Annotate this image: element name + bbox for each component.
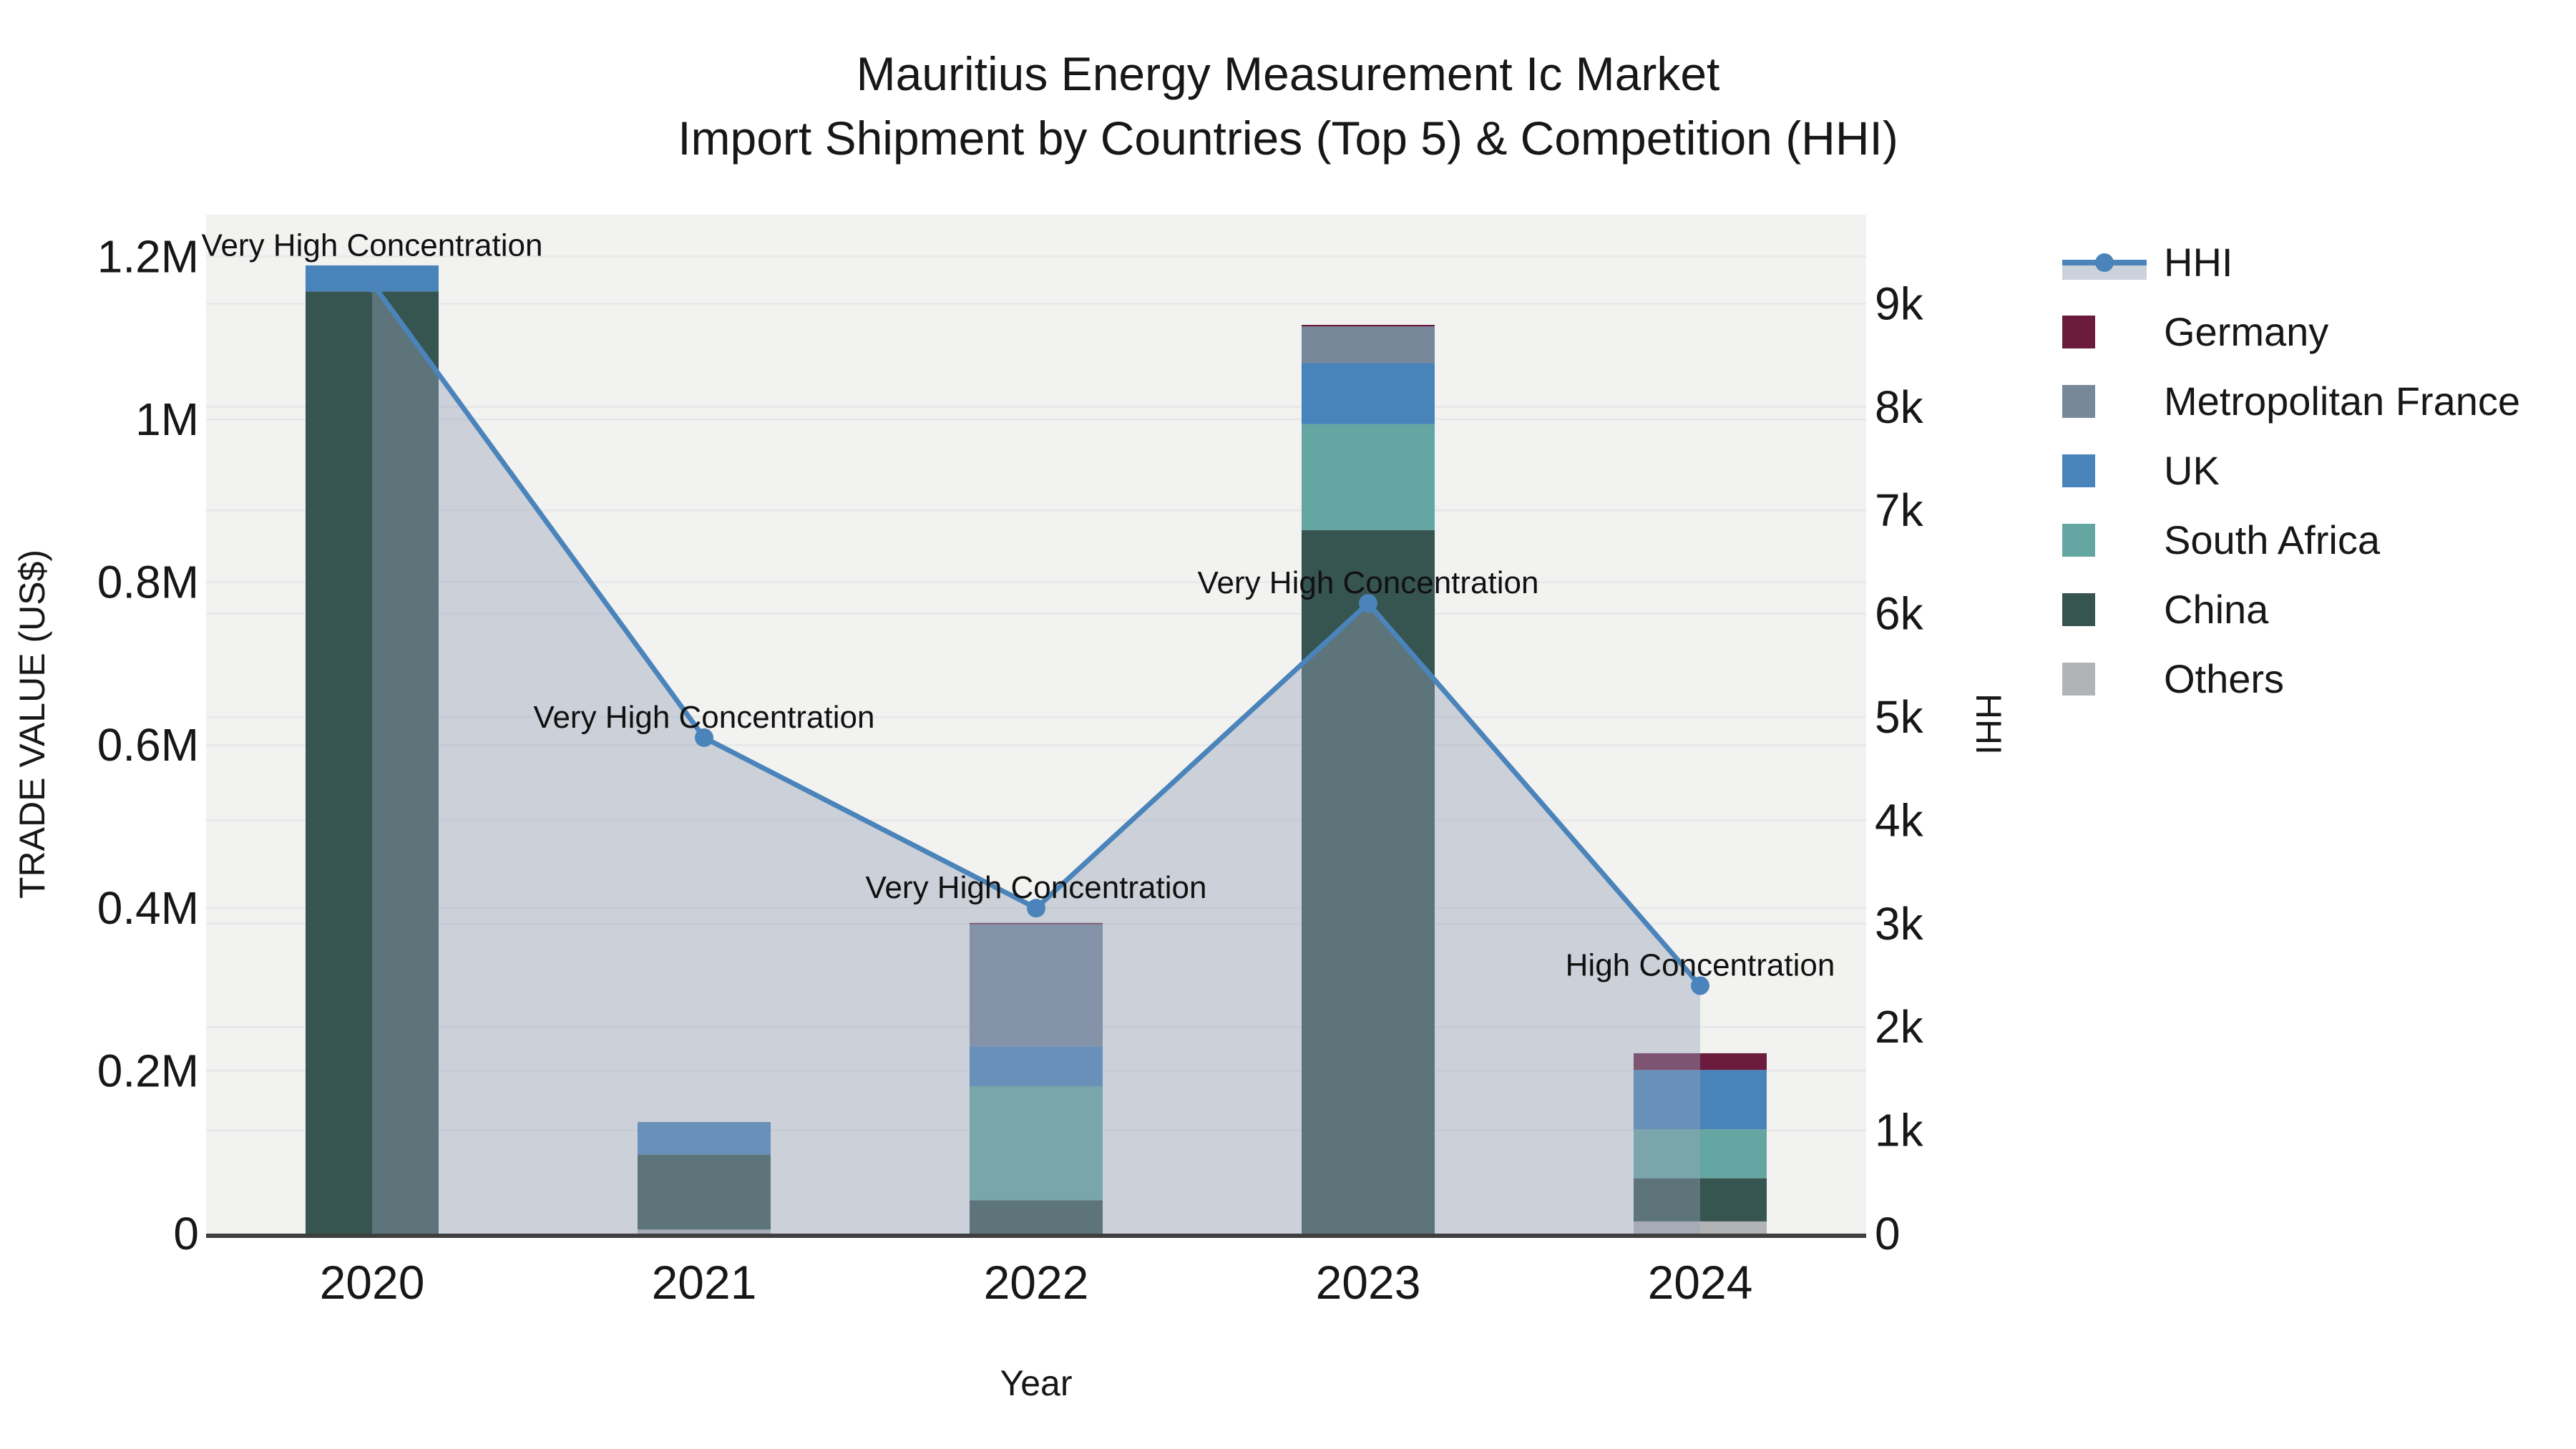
bar-segment-uk-2023[interactable] bbox=[1302, 363, 1435, 424]
bar-segment-metropolitan-france-2022[interactable] bbox=[970, 924, 1103, 1047]
x-tick-2022: 2022 bbox=[984, 1256, 1089, 1309]
hhi-marker-2020[interactable] bbox=[363, 273, 381, 293]
y-left-tick-1M: 1M bbox=[135, 394, 199, 445]
color-swatch-icon bbox=[2062, 592, 2147, 626]
bar-segment-germany-2023[interactable] bbox=[1302, 324, 1435, 327]
annotation-2021: Very High Concentration bbox=[534, 700, 875, 735]
y-right-tick-1k: 1k bbox=[1875, 1105, 1924, 1156]
legend-label: Metropolitan France bbox=[2164, 379, 2521, 424]
hhi-marker-2023[interactable] bbox=[1359, 594, 1377, 613]
x-axis-title: Year bbox=[1000, 1363, 1072, 1403]
y-right-tick-8k: 8k bbox=[1875, 381, 1924, 433]
annotation-2023: Very High Concentration bbox=[1198, 565, 1539, 600]
bar-segment-south-africa-2024[interactable] bbox=[1634, 1129, 1767, 1179]
bar-segment-china-2021[interactable] bbox=[638, 1154, 771, 1230]
y-right-tick-2k: 2k bbox=[1875, 1001, 1924, 1053]
legend-item-germany[interactable]: Germany bbox=[2062, 297, 2520, 366]
hhi-marker-2024[interactable] bbox=[1691, 976, 1709, 995]
chart-title-line1: Mauritius Energy Measurement Ic Market bbox=[856, 47, 1720, 100]
hhi-marker-2022[interactable] bbox=[1027, 899, 1045, 918]
bar-segment-germany-2024[interactable] bbox=[1634, 1053, 1767, 1070]
legend-item-south-africa[interactable]: South Africa bbox=[2062, 505, 2520, 575]
y-right-axis-title: HHI bbox=[1968, 693, 2009, 755]
legend-label: UK bbox=[2164, 448, 2220, 493]
legend-item-others[interactable]: Others bbox=[2062, 644, 2520, 713]
hhi-line-swatch-icon bbox=[2062, 241, 2147, 284]
legend: HHI Germany Metropolitan France UK South Afr… bbox=[2062, 228, 2520, 713]
y-left-tick-1.2M: 1.2M bbox=[97, 230, 199, 282]
y-left-tick-0.2M: 0.2M bbox=[97, 1045, 199, 1096]
y-left-tick-0.6M: 0.6M bbox=[97, 719, 199, 771]
bar-segment-metropolitan-france-2023[interactable] bbox=[1302, 326, 1435, 364]
color-swatch-icon bbox=[2062, 662, 2147, 696]
y-right-tick-9k: 9k bbox=[1875, 278, 1924, 329]
hhi-area-fill bbox=[372, 283, 1700, 1234]
bar-segment-china-2020[interactable] bbox=[306, 291, 439, 1234]
legend-item-china[interactable]: China bbox=[2062, 575, 2520, 644]
annotation-2020: Very High Concentration bbox=[202, 228, 543, 263]
chart-title-line2: Import Shipment by Countries (Top 5) & C… bbox=[678, 112, 1898, 165]
bar-segment-china-2022[interactable] bbox=[970, 1200, 1103, 1234]
bar-segment-others-2021[interactable] bbox=[638, 1229, 771, 1234]
x-tick-2020: 2020 bbox=[320, 1256, 425, 1309]
bar-segment-germany-2022[interactable] bbox=[970, 922, 1103, 924]
y-left-tick-0.8M: 0.8M bbox=[97, 557, 199, 608]
y-right-tick-5k: 5k bbox=[1875, 691, 1924, 743]
y-right-tick-3k: 3k bbox=[1875, 898, 1924, 950]
bar-segment-uk-2022[interactable] bbox=[970, 1046, 1103, 1087]
bar-segment-south-africa-2022[interactable] bbox=[970, 1086, 1103, 1201]
bar-segment-uk-2024[interactable] bbox=[1634, 1070, 1767, 1130]
legend-label: Germany bbox=[2164, 309, 2329, 354]
chart-title: Mauritius Energy Measurement Ic Market I… bbox=[0, 42, 2576, 170]
bar-segment-uk-2021[interactable] bbox=[638, 1122, 771, 1155]
x-tick-2023: 2023 bbox=[1316, 1256, 1421, 1309]
y-left-axis-title: TRADE VALUE (US$) bbox=[12, 550, 52, 899]
y-right-tick-0: 0 bbox=[1875, 1208, 1901, 1259]
color-swatch-icon bbox=[2062, 384, 2147, 418]
y-left-tick-0: 0 bbox=[173, 1208, 199, 1259]
bar-segment-south-africa-2023[interactable] bbox=[1302, 424, 1435, 530]
legend-label: HHI bbox=[2164, 240, 2233, 285]
y-right-tick-6k: 6k bbox=[1875, 588, 1924, 640]
x-tick-2024: 2024 bbox=[1648, 1256, 1753, 1309]
legend-label: China bbox=[2164, 587, 2269, 632]
bar-segment-others-2024[interactable] bbox=[1634, 1221, 1767, 1234]
color-swatch-icon bbox=[2062, 523, 2147, 557]
legend-item-metropolitan-france[interactable]: Metropolitan France bbox=[2062, 366, 2520, 436]
annotation-2024: High Concentration bbox=[1566, 947, 1835, 982]
annotation-2022: Very High Concentration bbox=[866, 870, 1207, 905]
legend-item-hhi[interactable]: HHI bbox=[2062, 228, 2520, 297]
x-tick-2021: 2021 bbox=[652, 1256, 757, 1309]
y-left-tick-0.4M: 0.4M bbox=[97, 882, 199, 934]
color-swatch-icon bbox=[2062, 454, 2147, 487]
y-right-tick-7k: 7k bbox=[1875, 484, 1924, 536]
bar-segment-china-2024[interactable] bbox=[1634, 1178, 1767, 1221]
legend-label: South Africa bbox=[2164, 517, 2380, 562]
hhi-marker-2021[interactable] bbox=[695, 728, 713, 747]
legend-item-uk[interactable]: UK bbox=[2062, 436, 2520, 505]
y-right-tick-4k: 4k bbox=[1875, 794, 1924, 846]
legend-label: Others bbox=[2164, 656, 2285, 701]
color-swatch-icon bbox=[2062, 315, 2147, 348]
